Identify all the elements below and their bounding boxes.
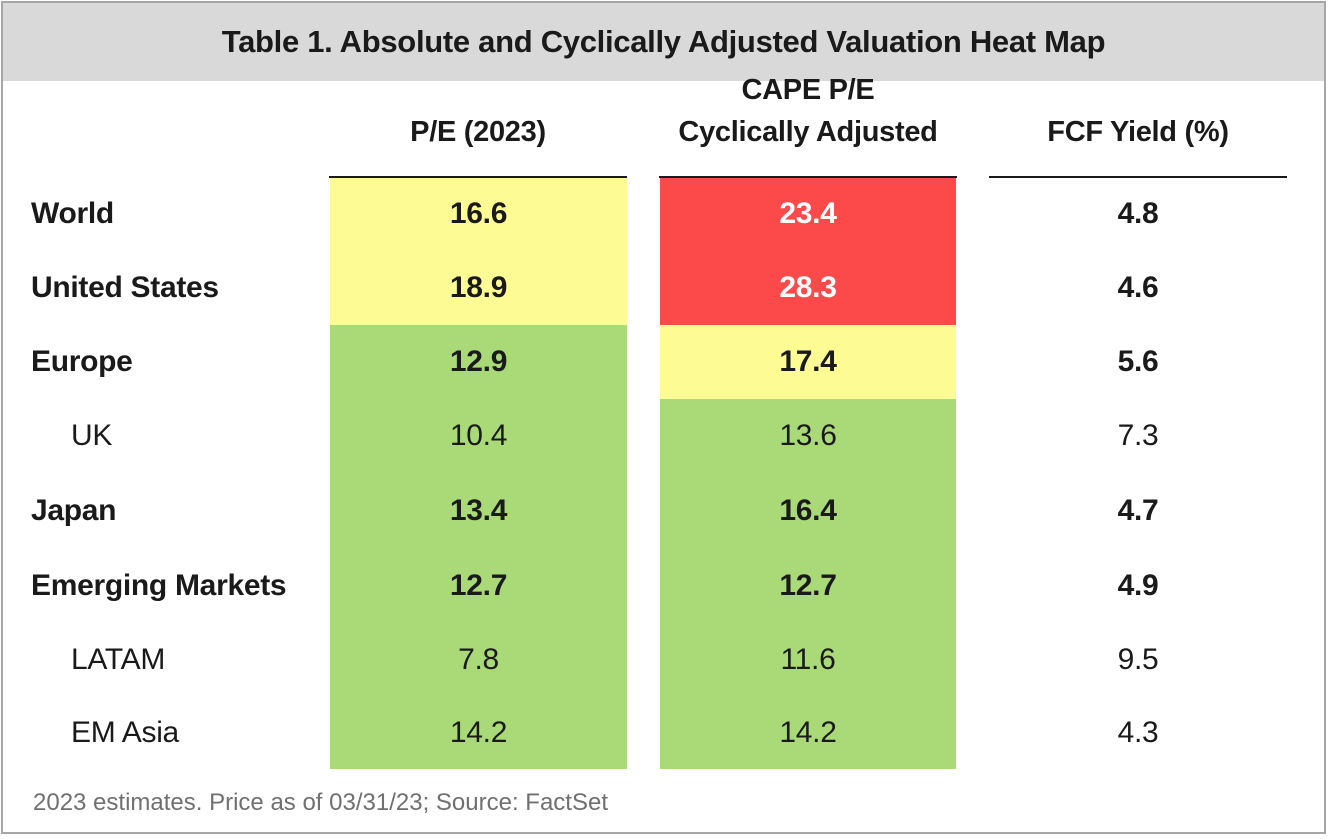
table-title: Table 1. Absolute and Cyclically Adjuste…	[221, 24, 1106, 59]
cell-pe: 18.9	[330, 250, 627, 325]
cell-cape: 23.4	[660, 178, 956, 250]
title-bar: Table 1. Absolute and Cyclically Adjuste…	[3, 3, 1324, 81]
header-cape: CAPE P/E Cyclically Adjusted	[659, 69, 957, 153]
cell-fcf: 4.8	[1117, 197, 1159, 230]
cell-fcf: 5.6	[1117, 345, 1159, 378]
header-pe-label: P/E (2023)	[410, 116, 546, 148]
row-label: UK	[71, 419, 113, 452]
header-underline-fcf	[989, 176, 1287, 178]
row-label: Europe	[31, 345, 133, 378]
row-label: World	[31, 197, 114, 230]
row-label: Japan	[31, 493, 117, 527]
row-label: EM Asia	[71, 716, 179, 749]
header-cape-line1: CAPE P/E	[741, 74, 875, 106]
header-cape-line2: Cyclically Adjusted	[678, 116, 938, 148]
cell-pe: 7.8	[330, 623, 627, 697]
header-fcf-label: FCF Yield (%)	[1047, 116, 1229, 148]
cell-fcf: 4.6	[1117, 270, 1159, 304]
row-label: LATAM	[71, 643, 166, 676]
header-fcf: FCF Yield (%)	[989, 111, 1287, 153]
cell-cape: 14.2	[660, 697, 956, 769]
cell-cape: 28.3	[660, 250, 956, 325]
cell-fcf: 4.3	[1117, 716, 1159, 749]
header-pe: P/E (2023)	[329, 111, 627, 153]
cell-cape: 13.6	[660, 399, 956, 473]
cell-pe: 12.7	[330, 548, 627, 623]
header-underline-pe	[329, 176, 627, 178]
cell-pe: 12.9	[330, 325, 627, 399]
row-label: Emerging Markets	[31, 568, 287, 602]
cell-fcf: 4.9	[1117, 568, 1159, 602]
cell-cape: 16.4	[660, 473, 956, 548]
cell-fcf: 7.3	[1117, 419, 1159, 452]
cell-pe: 13.4	[330, 473, 627, 548]
cell-pe: 14.2	[330, 697, 627, 769]
cell-cape: 17.4	[660, 325, 956, 399]
row-label: United States	[31, 270, 219, 304]
footnote: 2023 estimates. Price as of 03/31/23; So…	[33, 789, 608, 816]
cell-pe: 16.6	[330, 178, 627, 250]
cell-fcf: 9.5	[1117, 643, 1159, 676]
cell-cape: 12.7	[660, 548, 956, 623]
cell-cape: 11.6	[660, 623, 956, 697]
cell-pe: 10.4	[330, 399, 627, 473]
header-underline-cape	[659, 176, 957, 178]
cell-fcf: 4.7	[1117, 493, 1159, 527]
